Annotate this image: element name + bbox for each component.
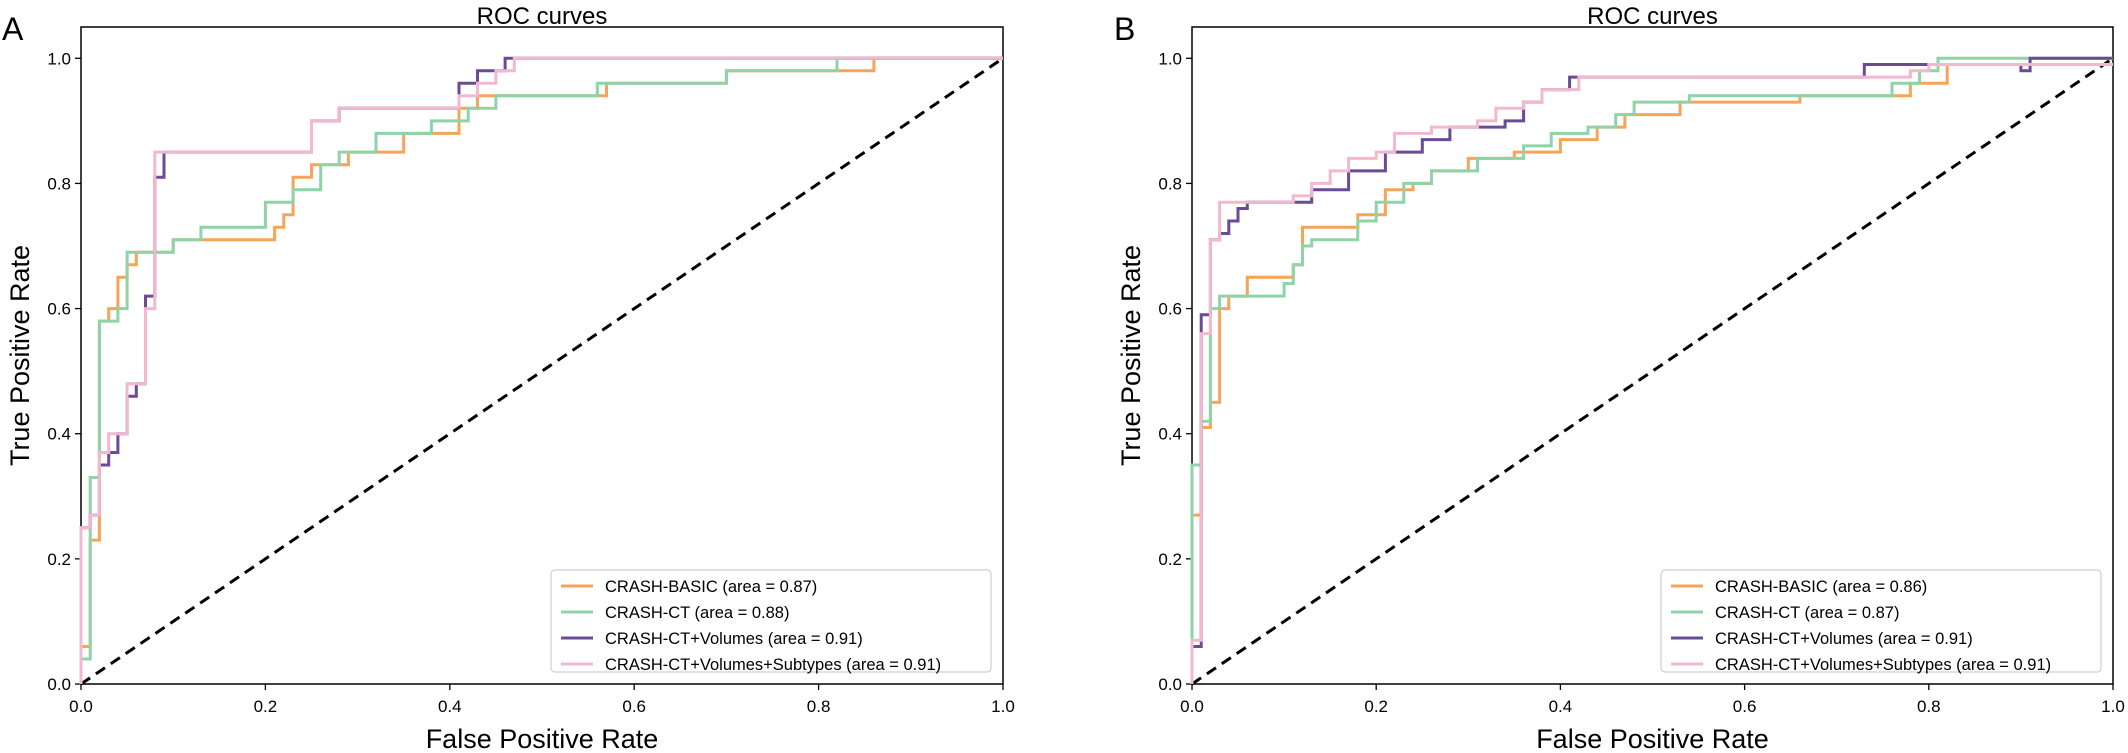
y-tick-label: 0.6 — [1158, 300, 1182, 319]
series-line-green — [1190, 56, 2113, 684]
x-tick-label: 0.0 — [69, 697, 93, 716]
plot-frame — [80, 26, 1004, 685]
y-tick-label: 0.2 — [1158, 550, 1182, 569]
legend: CRASH-BASIC (area = 0.87) CRASH-CT (area … — [550, 569, 992, 674]
panel-a-label: A — [2, 11, 24, 47]
y-tick-label: 0.4 — [47, 425, 71, 444]
x-tick-label: 0.0 — [1180, 697, 1204, 716]
legend-entry: CRASH-CT+Volumes (area = 0.91) — [1715, 630, 1973, 648]
panel-b: B ROC curves 0.0 0.2 0.4 0.6 0.8 1.0 0.0 0.2 0.4 0… — [1114, 3, 2125, 753]
legend-entry: CRASH-CT+Volumes+Subtypes (area = 0.91) — [1715, 656, 2051, 674]
x-tick-label: 0.4 — [438, 697, 462, 716]
chart-title: ROC curves — [1587, 3, 1718, 30]
y-axis-label: True Positive Rate — [1116, 245, 1146, 466]
x-tick-label: 0.6 — [622, 697, 646, 716]
y-tick-label: 0.0 — [47, 675, 71, 694]
plot-frame — [1191, 26, 2114, 685]
legend-entry: CRASH-BASIC (area = 0.87) — [605, 578, 817, 596]
legend-entry: CRASH-CT+Volumes+Subtypes (area = 0.91) — [605, 656, 941, 674]
legend-entry: CRASH-CT (area = 0.87) — [1715, 604, 1899, 622]
x-tick-label: 1.0 — [991, 697, 1015, 716]
x-tick-label: 1.0 — [2101, 697, 2125, 716]
y-tick-label: 0.8 — [1158, 174, 1182, 193]
y-tick-label: 0.6 — [47, 300, 71, 319]
y-tick-label: 0.4 — [1158, 425, 1182, 444]
legend-frame — [1660, 569, 2102, 673]
x-tick-label: 0.8 — [807, 697, 831, 716]
y-tick-label: 0.8 — [47, 174, 71, 193]
x-tick-label: 0.6 — [1733, 697, 1757, 716]
x-tick-label: 0.8 — [1917, 697, 1941, 716]
legend-entry: CRASH-CT+Volumes (area = 0.91) — [605, 630, 863, 648]
reference-diagonal-line — [80, 57, 1004, 686]
x-axis-label: False Positive Rate — [426, 724, 659, 753]
y-axis-label: True Positive Rate — [5, 245, 35, 466]
series-line-pink — [79, 56, 1003, 684]
panel-a: A ROC curves 0.0 0.2 0.4 0.6 0.8 1.0 0.0 0.2 0.4 0… — [2, 3, 1015, 753]
y-tick-label: 0.2 — [47, 550, 71, 569]
y-tick-label: 1.0 — [1158, 49, 1182, 68]
panel-b-label: B — [1114, 11, 1135, 47]
legend-entry: CRASH-BASIC (area = 0.86) — [1715, 578, 1927, 596]
reference-diagonal-line — [1191, 57, 2114, 686]
x-tick-label: 0.4 — [1549, 697, 1573, 716]
chart-title: ROC curves — [477, 3, 608, 30]
x-tick-label: 0.2 — [254, 697, 278, 716]
x-tick-label: 0.2 — [1364, 697, 1388, 716]
series-line-green — [79, 56, 1003, 684]
legend-frame — [550, 569, 992, 673]
series-line-pink — [1190, 63, 2113, 684]
legend-entry: CRASH-CT (area = 0.88) — [605, 604, 789, 622]
x-axis-label: False Positive Rate — [1536, 724, 1769, 753]
y-tick-label: 0.0 — [1158, 675, 1182, 694]
y-tick-label: 1.0 — [47, 49, 71, 68]
legend: CRASH-BASIC (area = 0.86) CRASH-CT (area … — [1660, 569, 2102, 674]
